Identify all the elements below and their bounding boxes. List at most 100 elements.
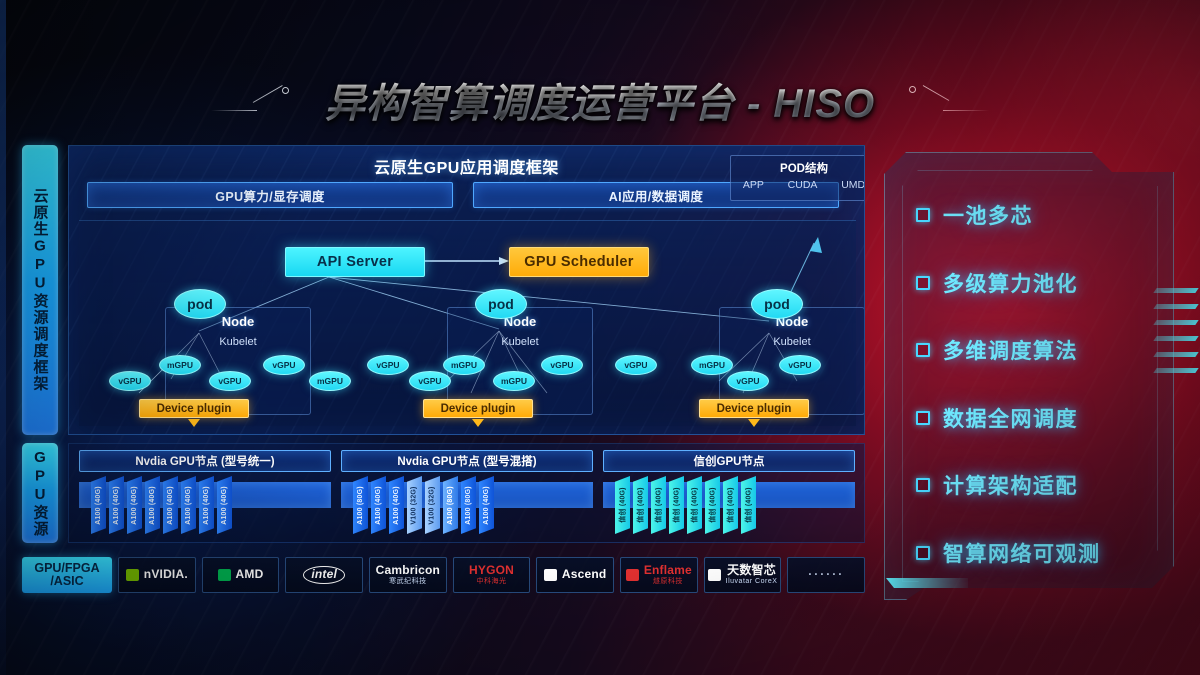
gpu-card[interactable]: A100 (80G) [353, 476, 368, 534]
gpu-card[interactable]: A100 (80G) [443, 476, 458, 534]
gpu-card[interactable]: A100 (40G) [91, 476, 106, 534]
highlight-item-label: 一池多芯 [943, 205, 1033, 228]
gpu-card[interactable]: 信创 (40G) [633, 476, 648, 534]
framework-sub-button-compute[interactable]: GPU算力/显存调度 [87, 182, 453, 208]
gpu-card-label: V100 (32G) [429, 485, 436, 525]
sidebar-label-cloud-native-gpu-framework: 云原生GPU资源调度框架 [22, 145, 58, 435]
gpu-card[interactable]: A100 (40G) [217, 476, 232, 534]
highlight-item-2[interactable]: 多级算力池化 [916, 268, 1176, 298]
vgpu-2-2[interactable]: vGPU [409, 371, 451, 391]
mgpu-3-1[interactable]: mGPU [691, 355, 733, 375]
vgpu-3-0[interactable]: vGPU [615, 355, 657, 375]
gpu-cards-1: A100 (40G) A100 (40G) A100 (40G) A100 (40G)… [91, 476, 235, 534]
vendor-logo-cell[interactable]: nVIDIA. [118, 557, 196, 593]
gpu-cards-2: A100 (80G) A100 (40G) A100 (40G) V100 (32G)… [353, 476, 497, 534]
device-plugin-1[interactable]: Device plugin [139, 399, 249, 418]
title-left-decoration-icon [210, 80, 311, 120]
mgpu-1-2[interactable]: mGPU [309, 371, 351, 391]
highlight-item-3[interactable]: 多维调度算法 [916, 335, 1176, 365]
vendor-logo-cell[interactable]: Cambricon 寒武纪科技 [369, 557, 447, 593]
checkbox-square-icon [916, 208, 930, 222]
device-plugin-2[interactable]: Device plugin [423, 399, 533, 418]
vendor-logo-name: intel [303, 566, 346, 584]
gpu-card-label: A100 (40G) [203, 485, 211, 525]
gpu-card[interactable]: A100 (40G) [389, 476, 404, 534]
gpu-card-label: V100 (32G) [411, 485, 418, 525]
highlight-item-4[interactable]: 数据全网调度 [916, 403, 1176, 433]
vendor-logo-cell[interactable]: Ascend [536, 557, 615, 593]
vendor-logo-cell[interactable]: Enflame 燧原科技 [620, 557, 698, 593]
vgpu-2-1[interactable]: vGPU [367, 355, 409, 375]
pod-structure-box: POD结构 APP CUDA UMD [730, 155, 864, 201]
pod-structure-item-app: APP [742, 179, 764, 191]
gpu-card[interactable]: V100 (32G) [425, 476, 440, 534]
gpu-card[interactable]: A100 (40G) [127, 476, 142, 534]
gpu-card[interactable]: 信创 (40G) [687, 476, 702, 534]
framework-inner-area: API Server GPU Scheduler POD结构 APP CUDA … [79, 155, 864, 427]
pod-node-1[interactable]: pod [174, 289, 226, 319]
mgpu-2-2[interactable]: mGPU [493, 371, 535, 391]
vendor-logo-cell[interactable]: AMD [201, 557, 280, 593]
vendor-logo-cell[interactable]: 天数智芯 Iluvatar CoreX [703, 557, 782, 593]
checkbox-square-icon [916, 343, 930, 358]
vgpu-3-1[interactable]: vGPU [727, 371, 769, 391]
nvidia-logo [125, 569, 139, 581]
title-right-decoration-icon [889, 80, 990, 120]
gpu-card[interactable]: A100 (40G) [109, 476, 124, 534]
gpu-card[interactable]: A100 (40G) [145, 476, 160, 534]
vendor-logo-cell[interactable]: intel [285, 557, 364, 593]
gpu-card[interactable]: A100 (40G) [479, 476, 494, 534]
vendor-row-label-line1: GPU/FPGA [34, 560, 100, 575]
vendor-logo-subname: 中科海光 [476, 577, 507, 585]
framework-heading: 云原生GPU应用调度框架 [374, 160, 559, 177]
vgpu-1-3[interactable]: vGPU [263, 355, 305, 375]
vendor-logo-subname: 燧原科技 [652, 577, 683, 585]
gpu-card-label: A100 (40G) [483, 485, 491, 525]
highlight-item-label: 智算网络可观测 [943, 542, 1101, 566]
gpu-card[interactable]: A100 (40G) [199, 476, 214, 534]
kubelet-label-2: Kubelet [501, 336, 539, 348]
vgpu-2-3[interactable]: vGPU [541, 355, 583, 375]
gpu-card[interactable]: 信创 (40G) [741, 476, 756, 534]
gpu-card-label: 信创 (40G) [637, 487, 645, 523]
pod-node-3[interactable]: pod [751, 289, 803, 319]
gpu-card[interactable]: 信创 (40G) [651, 476, 666, 534]
vgpu-1-1[interactable]: vGPU [109, 371, 151, 391]
gpu-group-header-2: Nvdia GPU节点 (型号混搭) [341, 450, 593, 472]
gpu-card[interactable]: 信创 (40G) [723, 476, 738, 534]
checkbox-square-icon [916, 545, 930, 560]
device-plugin-3[interactable]: Device plugin [699, 399, 809, 418]
vgpu-3-2[interactable]: vGPU [779, 355, 821, 375]
gpu-group-3: 信创GPU节点 信创 (40G) 信创 (40G) 信创 (40G) 信创 (40G)… [603, 450, 855, 542]
device-plugin-arrow-2 [472, 419, 484, 427]
vendor-logo-cell[interactable]: ······ [787, 557, 866, 593]
gpu-card[interactable]: A100 (40G) [371, 476, 386, 534]
highlight-item-5[interactable]: 计算架构适配 [916, 470, 1176, 500]
gpu-card[interactable]: V100 (32G) [407, 476, 422, 534]
highlights-panel [884, 152, 1174, 600]
gpu-card[interactable]: A100 (40G) [181, 476, 196, 534]
gpu-card-label: A100 (40G) [375, 485, 383, 525]
gpu-card-label: 信创 (40G) [673, 487, 681, 523]
gpu-card-label: A100 (40G) [393, 485, 401, 525]
gpu-card-label: 信创 (40G) [619, 487, 627, 523]
api-server-node[interactable]: API Server [285, 247, 425, 277]
vendor-logo-name: nVIDIA. [143, 567, 188, 582]
gpu-card[interactable]: A100 (40G) [163, 476, 178, 534]
gpu-card-label: A100 (40G) [167, 485, 175, 525]
highlight-item-1[interactable]: 一池多芯 [916, 200, 1176, 230]
pod-node-2[interactable]: pod [475, 289, 527, 319]
gpu-card[interactable]: 信创 (40G) [705, 476, 720, 534]
vendor-logo-name: Enflame [643, 563, 692, 578]
vendor-logo-cell[interactable]: HYGON 中科海光 [452, 557, 531, 593]
gpu-card[interactable]: A100 (80G) [461, 476, 476, 534]
gpu-card[interactable]: 信创 (40G) [669, 476, 684, 534]
gpu-card-label: 信创 (40G) [709, 487, 717, 523]
vgpu-1-2[interactable]: vGPU [209, 371, 251, 391]
gpu-scheduler-node[interactable]: GPU Scheduler [509, 247, 649, 277]
highlight-item-label: 数据全网调度 [943, 407, 1078, 431]
mgpu-2-1[interactable]: mGPU [443, 355, 485, 375]
highlight-item-6[interactable]: 智算网络可观测 [916, 538, 1176, 568]
gpu-card[interactable]: 信创 (40G) [615, 476, 630, 534]
mgpu-1-1[interactable]: mGPU [159, 355, 201, 375]
